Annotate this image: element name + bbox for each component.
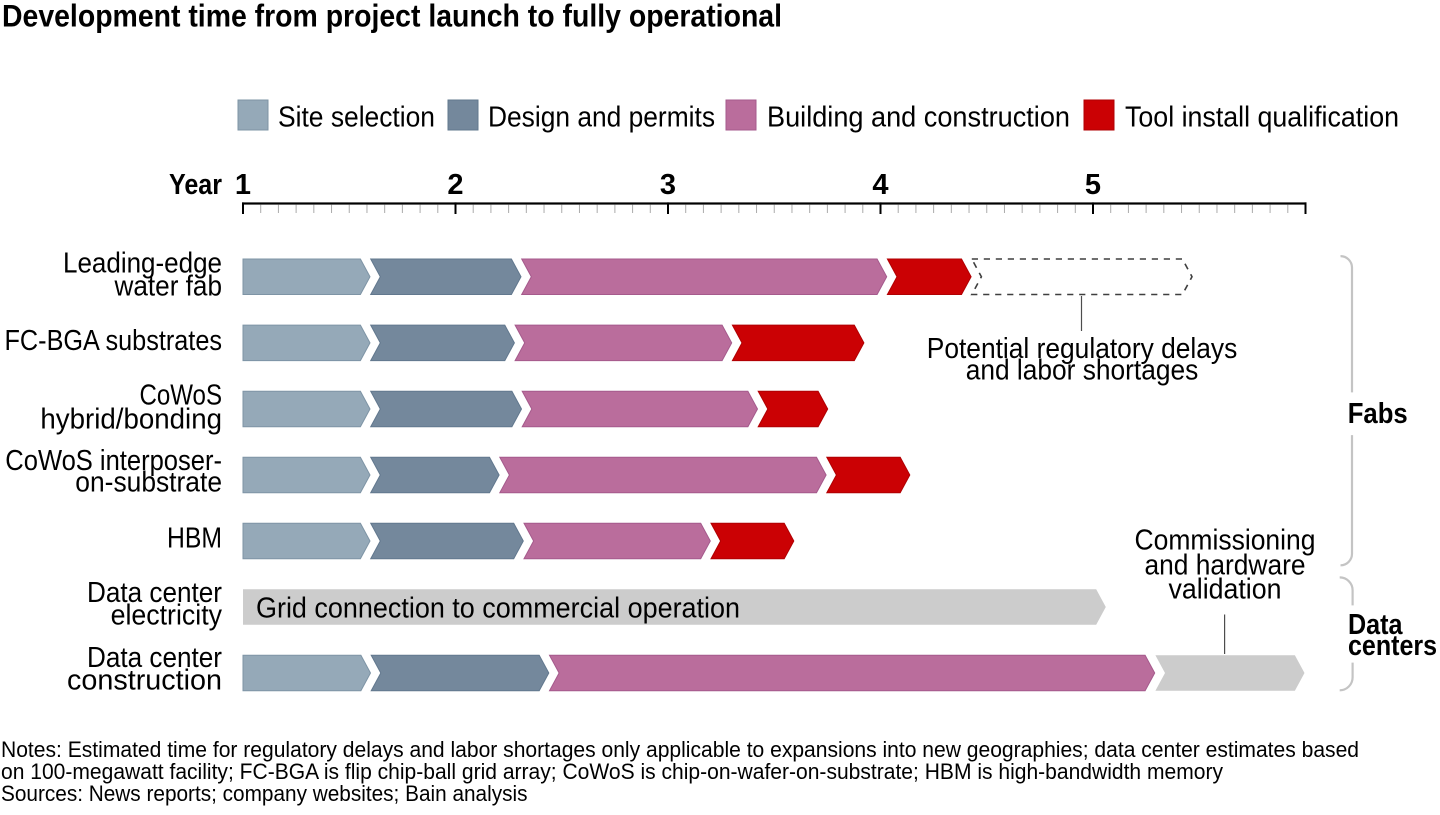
svg-text:Data center: Data center <box>87 577 222 609</box>
svg-text:Notes: Estimated time for regu: Notes: Estimated time for regulatory del… <box>1 737 1359 762</box>
svg-text:on 100-megawatt facility; FC-B: on 100-megawatt facility; FC-BGA is flip… <box>1 759 1223 784</box>
svg-text:Potential regulatory delays: Potential regulatory delays <box>927 333 1238 365</box>
svg-text:Fabs: Fabs <box>1348 398 1408 430</box>
svg-text:validation: validation <box>1169 574 1282 606</box>
svg-text:Design and permits: Design and permits <box>488 102 715 134</box>
svg-text:Development time from project: Development time from project launch to … <box>2 0 782 34</box>
svg-text:Tool install qualification: Tool install qualification <box>1125 102 1399 134</box>
svg-text:centers: centers <box>1348 630 1437 662</box>
svg-text:Site selection: Site selection <box>278 102 435 134</box>
svg-text:5: 5 <box>1085 169 1101 201</box>
svg-text:FC-BGA substrates: FC-BGA substrates <box>5 325 223 357</box>
svg-text:Data: Data <box>1348 609 1403 641</box>
svg-text:1: 1 <box>235 169 251 201</box>
svg-text:on-substrate: on-substrate <box>75 467 222 499</box>
svg-text:Data center: Data center <box>87 642 222 674</box>
svg-text:4: 4 <box>872 169 888 201</box>
svg-text:Sources: News reports; company: Sources: News reports; company websites;… <box>1 781 528 806</box>
svg-text:Leading-edge: Leading-edge <box>63 248 222 280</box>
svg-text:and labor shortages: and labor shortages <box>966 355 1199 387</box>
svg-text:CoWoS interposer-: CoWoS interposer- <box>5 445 222 477</box>
svg-text:electricity: electricity <box>111 600 223 632</box>
svg-text:and hardware: and hardware <box>1145 549 1306 581</box>
svg-text:Commissioning: Commissioning <box>1135 524 1316 556</box>
svg-text:2: 2 <box>447 169 463 201</box>
svg-text:HBM: HBM <box>167 523 222 555</box>
svg-text:Year: Year <box>169 169 222 201</box>
svg-text:hybrid/bonding: hybrid/bonding <box>40 404 222 436</box>
svg-text:Building and construction: Building and construction <box>767 102 1070 134</box>
svg-text:Grid connection to commercial: Grid connection to commercial operation <box>256 593 740 625</box>
svg-text:CoWoS: CoWoS <box>140 380 223 412</box>
svg-text:3: 3 <box>660 169 676 201</box>
svg-text:construction: construction <box>67 665 222 697</box>
svg-text:water fab: water fab <box>114 270 222 302</box>
